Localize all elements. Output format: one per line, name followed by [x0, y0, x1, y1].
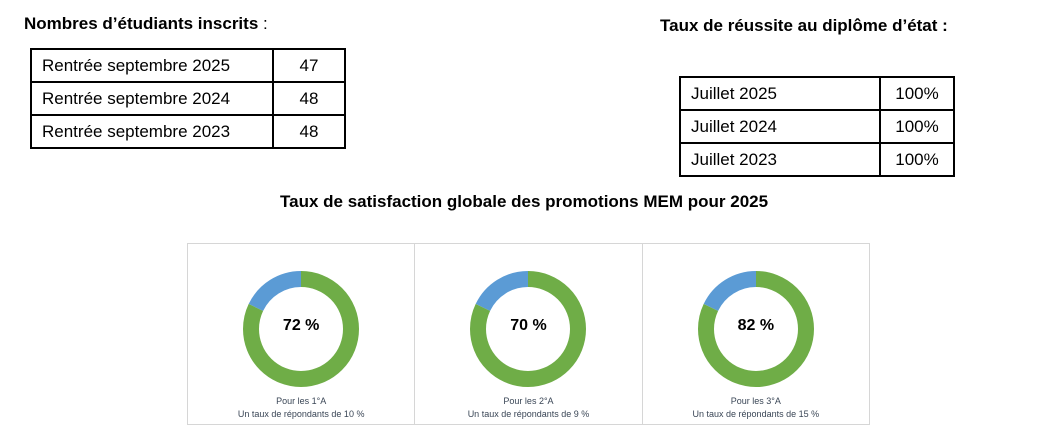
caption-line-year: Pour les 1°A: [276, 396, 327, 406]
table-cell-value: 100%: [879, 109, 955, 144]
table-cell-label: Juillet 2023: [679, 142, 881, 177]
table-cell-value: 48: [272, 114, 346, 149]
donut-value-label: 82 %: [737, 317, 775, 334]
table-cell-label: Rentrée septembre 2025: [30, 48, 274, 83]
caption-line-respondents: Un taux de répondants de 10 %: [237, 409, 365, 419]
donut-svg: [697, 271, 814, 387]
table-cell-label: Juillet 2024: [679, 109, 881, 144]
table-cell-value: 47: [272, 48, 346, 83]
enrollment-title: Nombres d’étudiants inscrits :: [24, 14, 268, 34]
donut-slice-other: [470, 271, 587, 387]
table-row: Juillet 2023 100%: [679, 142, 955, 177]
caption-line-year: Pour les 2°A: [503, 396, 554, 406]
donut-chart: 72 %: [242, 270, 360, 388]
donut-slice-other: [697, 271, 814, 387]
table-row: Rentrée septembre 2025 47: [30, 48, 346, 83]
caption-line-respondents: Un taux de répondants de 9 %: [467, 409, 590, 419]
success-table: Juillet 2025 100% Juillet 2024 100% Juil…: [679, 76, 955, 177]
table-row: Rentrée septembre 2023 48: [30, 114, 346, 149]
donut-chart: 82 %: [697, 270, 815, 388]
satisfaction-title: Taux de satisfaction globale des promoti…: [280, 192, 768, 212]
satisfaction-title-text: Taux de satisfaction globale des promoti…: [280, 192, 769, 211]
panel-caption: Pour les 2°A Un taux de répondants de 9 …: [415, 395, 641, 421]
satisfaction-panel-3a: 82 % Pour les 3°A Un taux de répondants …: [643, 244, 869, 424]
satisfaction-panel-2a: 70 % Pour les 2°A Un taux de répondants …: [415, 244, 643, 424]
panel-caption: Pour les 3°A Un taux de répondants de 15…: [643, 395, 869, 421]
donut-value-label: 72 %: [282, 317, 320, 334]
satisfaction-panel-1a: 72 % Pour les 1°A Un taux de répondants …: [188, 244, 416, 424]
donut-slice-other: [243, 271, 360, 387]
enrollment-table: Rentrée septembre 2025 47 Rentrée septem…: [30, 48, 346, 149]
enrollment-title-colon: :: [258, 14, 268, 33]
table-row: Juillet 2024 100%: [679, 109, 955, 144]
table-cell-value: 100%: [879, 76, 955, 111]
panel-caption: Pour les 1°A Un taux de répondants de 10…: [188, 395, 414, 421]
enrollment-title-text: Nombres d’étudiants inscrits: [24, 14, 259, 33]
success-title-text: Taux de réussite au diplôme d’état :: [660, 16, 948, 35]
table-row: Rentrée septembre 2024 48: [30, 81, 346, 116]
table-cell-label: Juillet 2025: [679, 76, 881, 111]
table-cell-label: Rentrée septembre 2024: [30, 81, 274, 116]
table-cell-value: 100%: [879, 142, 955, 177]
caption-line-year: Pour les 3°A: [730, 396, 781, 406]
donut-chart: 70 %: [469, 270, 587, 388]
donut-svg: [470, 271, 587, 387]
table-row: Juillet 2025 100%: [679, 76, 955, 111]
table-cell-label: Rentrée septembre 2023: [30, 114, 274, 149]
donut-value-label: 70 %: [510, 317, 547, 334]
caption-line-respondents: Un taux de répondants de 15 %: [692, 409, 820, 419]
satisfaction-panels: 72 % Pour les 1°A Un taux de répondants …: [187, 243, 870, 425]
donut-svg: [243, 271, 360, 387]
success-title: Taux de réussite au diplôme d’état :: [660, 16, 948, 36]
table-cell-value: 48: [272, 81, 346, 116]
